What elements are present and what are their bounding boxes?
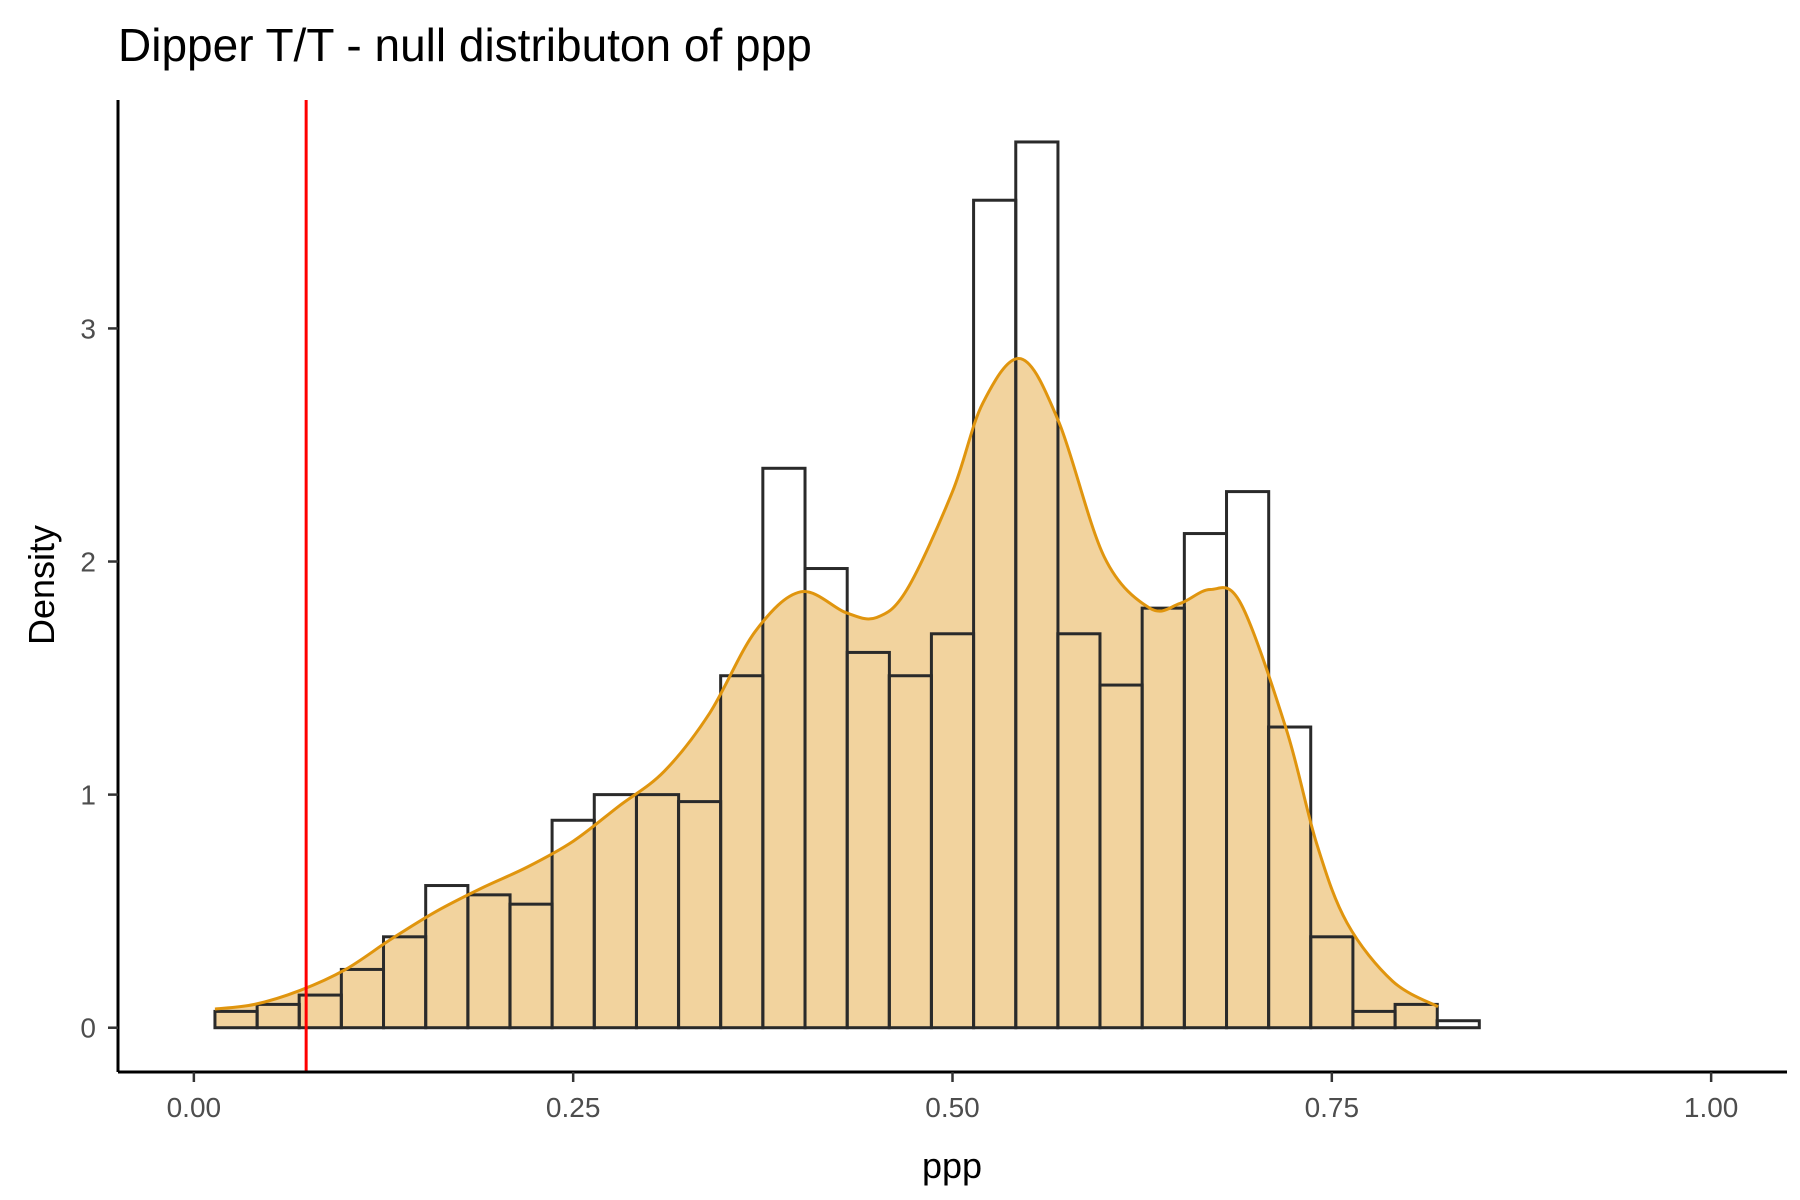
density-curve	[214, 357, 1439, 1011]
histogram-bars	[213, 140, 1481, 1030]
x-axis-ticks: 0.00 0.25 0.50 0.75 1.00	[167, 1072, 1739, 1123]
y-axis-ticks: 0 1 2 3	[80, 313, 118, 1044]
y-tick-label: 2	[80, 547, 96, 578]
x-tick-label: 0.25	[546, 1092, 601, 1123]
y-tick-label: 0	[80, 1013, 96, 1044]
histogram-bar	[1393, 1002, 1439, 1030]
histogram-bar	[1309, 935, 1355, 1030]
density-area	[214, 358, 1439, 1028]
chart-title: Dipper T/T - null distributon of ppp	[118, 19, 812, 71]
density-fill-layer	[214, 358, 1439, 1028]
histogram-bar	[1435, 1019, 1481, 1030]
density-line-layer	[214, 357, 1439, 1011]
y-axis-title: Density	[21, 525, 62, 645]
x-tick-label: 1.00	[1684, 1092, 1739, 1123]
y-tick-label: 1	[80, 780, 96, 811]
x-tick-label: 0.75	[1305, 1092, 1360, 1123]
histogram-bar	[1014, 140, 1060, 1030]
x-axis-title: ppp	[922, 1145, 982, 1186]
x-tick-label: 0.00	[167, 1092, 222, 1123]
x-tick-label: 0.50	[925, 1092, 980, 1123]
histogram-bar	[1267, 725, 1313, 1030]
y-tick-label: 3	[80, 313, 96, 344]
